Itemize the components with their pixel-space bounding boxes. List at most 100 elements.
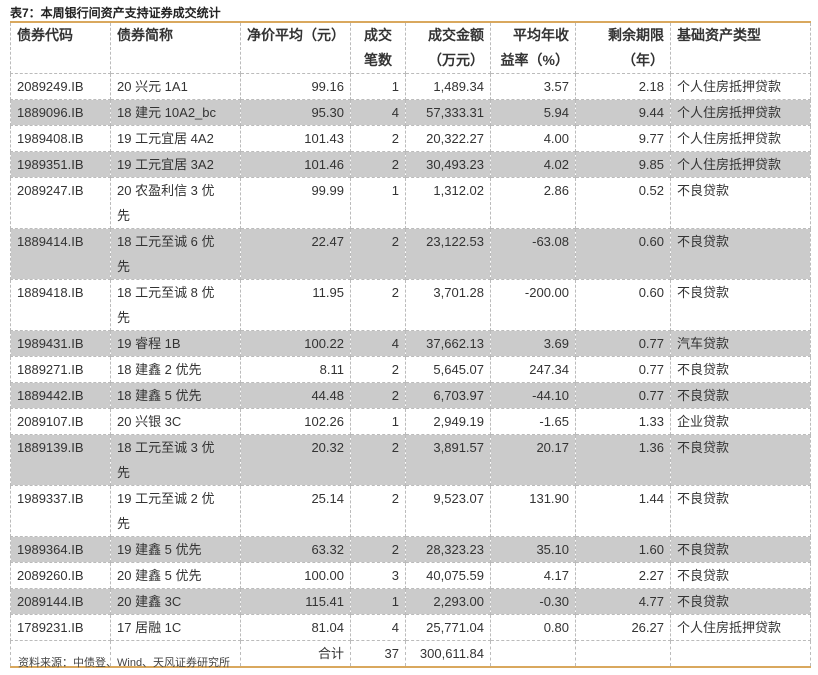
header-text: 债券简称 [117, 27, 173, 43]
avg-yield-cell: -200.00 [490, 279, 576, 331]
avg-yield-cell: 3.69 [490, 330, 576, 357]
avg-yield: 247.34 [529, 362, 569, 377]
bond-code-cell: 1989364.IB [10, 536, 111, 563]
total-bond-name-cell [110, 640, 241, 668]
avg-clean-price-cell: 8.11 [240, 356, 351, 383]
bond-code: 1989364.IB [17, 542, 84, 557]
trade-amount: 23,122.53 [426, 234, 484, 249]
table-row: 1789231.IB 17 居融 1C 81.04 4 25,771.04 0.80 26.… [10, 614, 811, 641]
remaining-term: 0.77 [638, 362, 664, 377]
header-trade-count: 成交 笔数 [350, 22, 406, 74]
remaining-term: 0.52 [638, 183, 664, 198]
bond-code-cell: 2089249.IB [10, 73, 111, 100]
remaining-term-cell: 1.44 [575, 485, 671, 537]
trade-amount-cell: 30,493.23 [405, 151, 491, 178]
avg-yield: 3.69 [543, 336, 569, 351]
avg-yield-cell: 20.17 [490, 434, 576, 486]
bond-name: 20 兴银 3C [117, 414, 182, 429]
bond-code: 1989351.IB [17, 157, 84, 172]
underlying-asset-type: 个人住房抵押贷款 [677, 105, 782, 120]
header-text: 平均年收 [513, 27, 569, 43]
header-text: 益率（%） [500, 52, 569, 68]
bond-name: 19 工元宜居 4A2 [117, 131, 214, 146]
remaining-term-cell: 2.27 [575, 562, 671, 589]
total-value: 300,611.84 [419, 646, 484, 661]
trade-amount-cell: 40,075.59 [405, 562, 491, 589]
avg-clean-price: 115.41 [305, 594, 344, 609]
bond-name: 18 工元至诚 6 优先 [117, 234, 215, 274]
avg-yield-cell: 5.94 [490, 99, 576, 126]
underlying-asset-type: 个人住房抵押贷款 [677, 79, 782, 94]
table-row: 2089107.IB 20 兴银 3C 102.26 1 2,949.19 -1.65 1.… [10, 408, 811, 435]
avg-clean-price-cell: 99.16 [240, 73, 351, 100]
avg-yield: 20.17 [536, 440, 569, 455]
remaining-term: 2.27 [638, 568, 664, 583]
total-remaining-term-cell [575, 640, 671, 668]
avg-yield: 3.57 [543, 79, 569, 94]
underlying-asset-type-cell: 不良贷款 [670, 228, 811, 280]
bond-name: 18 建鑫 5 优先 [117, 388, 202, 403]
remaining-term: 1.60 [638, 542, 664, 557]
trade-amount: 1,489.34 [433, 79, 484, 94]
trade-count: 2 [391, 285, 399, 300]
avg-yield: -63.08 [532, 234, 569, 249]
underlying-asset-type-cell: 不良贷款 [670, 382, 811, 409]
avg-clean-price: 81.04 [311, 620, 344, 635]
avg-clean-price: 101.46 [304, 157, 344, 172]
trade-count: 1 [391, 594, 399, 609]
bond-code: 1989337.IB [17, 491, 84, 506]
underlying-asset-type-cell: 不良贷款 [670, 485, 811, 537]
trade-amount: 28,323.23 [426, 542, 484, 557]
table-row: 1989364.IB 19 建鑫 5 优先 63.32 2 28,323.23 35.10… [10, 536, 811, 563]
bond-code-cell: 1989351.IB [10, 151, 111, 178]
underlying-asset-type-cell: 个人住房抵押贷款 [670, 614, 811, 641]
trade-count: 4 [391, 336, 399, 351]
total-row: 合计 37 300,611.84 [10, 640, 811, 668]
trade-count-cell: 1 [350, 408, 406, 435]
remaining-term-cell: 0.77 [575, 330, 671, 357]
avg-clean-price-cell: 101.43 [240, 125, 351, 152]
underlying-asset-type: 不良贷款 [677, 594, 730, 609]
header-row: 债券代码 债券简称 净价平均（元） 成交 笔数 成交金额 （万元） 平均年收 益率（%） 剩余期限… [10, 22, 811, 74]
remaining-term-cell: 1.36 [575, 434, 671, 486]
underlying-asset-type-cell: 个人住房抵押贷款 [670, 125, 811, 152]
header-remaining-term: 剩余期限 （年） [575, 22, 671, 74]
avg-yield: 4.00 [543, 131, 569, 146]
bond-name: 18 建元 10A2_bc [117, 105, 217, 120]
bond-code-cell: 2089107.IB [10, 408, 111, 435]
total-value: 合计 [317, 646, 344, 661]
total-trade-amount-cell: 300,611.84 [405, 640, 491, 668]
avg-yield: -1.65 [539, 414, 569, 429]
avg-yield-cell: 2.86 [490, 177, 576, 229]
bond-name: 20 建鑫 3C [117, 594, 182, 609]
bond-name: 18 建鑫 2 优先 [117, 362, 202, 377]
trade-amount-cell: 6,703.97 [405, 382, 491, 409]
header-bond-name: 债券简称 [110, 22, 241, 74]
remaining-term: 0.60 [638, 285, 664, 300]
bond-code: 1889271.IB [17, 362, 84, 377]
avg-yield-cell: 247.34 [490, 356, 576, 383]
remaining-term: 0.77 [638, 336, 664, 351]
trade-amount: 6,703.97 [433, 388, 484, 403]
underlying-asset-type-cell: 不良贷款 [670, 562, 811, 589]
bond-code: 1889414.IB [17, 234, 84, 249]
table-row: 2089249.IB 20 兴元 1A1 99.16 1 1,489.34 3.57 2.1… [10, 73, 811, 100]
table-title: 表7：本周银行间资产支持证券成交统计 [10, 6, 221, 20]
remaining-term: 0.60 [638, 234, 664, 249]
avg-yield: 2.86 [543, 183, 569, 198]
avg-yield-cell: -44.10 [490, 382, 576, 409]
avg-yield-cell: -0.30 [490, 588, 576, 615]
bond-code: 2089249.IB [17, 79, 84, 94]
trade-amount: 37,662.13 [426, 336, 484, 351]
trade-count: 2 [391, 234, 399, 249]
avg-clean-price-cell: 81.04 [240, 614, 351, 641]
trade-count-cell: 2 [350, 485, 406, 537]
avg-clean-price-cell: 101.46 [240, 151, 351, 178]
table-row: 1989351.IB 19 工元宜居 3A2 101.46 2 30,493.23 4.0… [10, 151, 811, 178]
header-text: 笔数 [364, 52, 392, 68]
header-avg-yield: 平均年收益率（%） [490, 22, 576, 74]
trade-amount-cell: 28,323.23 [405, 536, 491, 563]
avg-yield-cell: 3.57 [490, 73, 576, 100]
table-row: 1889096.IB 18 建元 10A2_bc 95.30 4 57,333.31 5.… [10, 99, 811, 126]
remaining-term-cell: 0.60 [575, 228, 671, 280]
